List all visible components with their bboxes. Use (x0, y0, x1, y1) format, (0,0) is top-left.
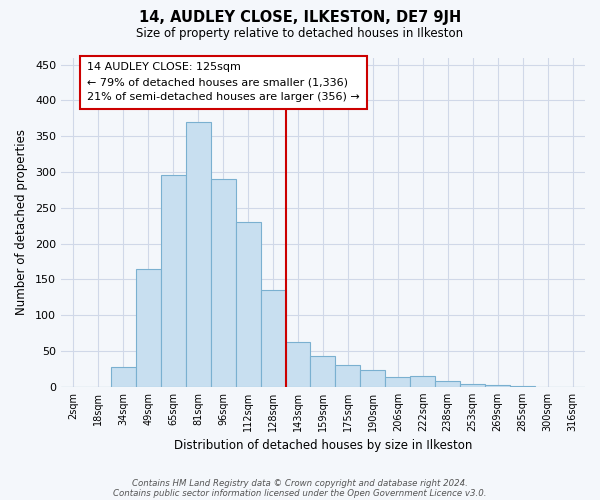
Text: Contains HM Land Registry data © Crown copyright and database right 2024.: Contains HM Land Registry data © Crown c… (132, 478, 468, 488)
Bar (335, 366, 361, 387)
Bar (161, 175, 186, 387)
Text: 14, AUDLEY CLOSE, ILKESTON, DE7 9JH: 14, AUDLEY CLOSE, ILKESTON, DE7 9JH (139, 10, 461, 25)
Text: Size of property relative to detached houses in Ilkeston: Size of property relative to detached ho… (136, 28, 464, 40)
X-axis label: Distribution of detached houses by size in Ilkeston: Distribution of detached houses by size … (174, 440, 472, 452)
Bar (385, 378, 410, 387)
Bar (485, 386, 510, 387)
Bar (310, 356, 335, 387)
Bar (460, 384, 485, 387)
Bar (510, 386, 535, 387)
Bar (111, 368, 136, 387)
Bar (136, 268, 161, 387)
Text: 14 AUDLEY CLOSE: 125sqm
← 79% of detached houses are smaller (1,336)
21% of semi: 14 AUDLEY CLOSE: 125sqm ← 79% of detache… (87, 62, 360, 102)
Bar (186, 122, 211, 387)
Bar (361, 370, 385, 387)
Y-axis label: Number of detached properties: Number of detached properties (15, 129, 28, 315)
Bar (236, 222, 260, 387)
Bar (435, 381, 460, 387)
Bar (260, 290, 286, 387)
Text: Contains public sector information licensed under the Open Government Licence v3: Contains public sector information licen… (113, 488, 487, 498)
Bar (410, 376, 435, 387)
Bar (211, 179, 236, 387)
Bar (286, 342, 310, 387)
